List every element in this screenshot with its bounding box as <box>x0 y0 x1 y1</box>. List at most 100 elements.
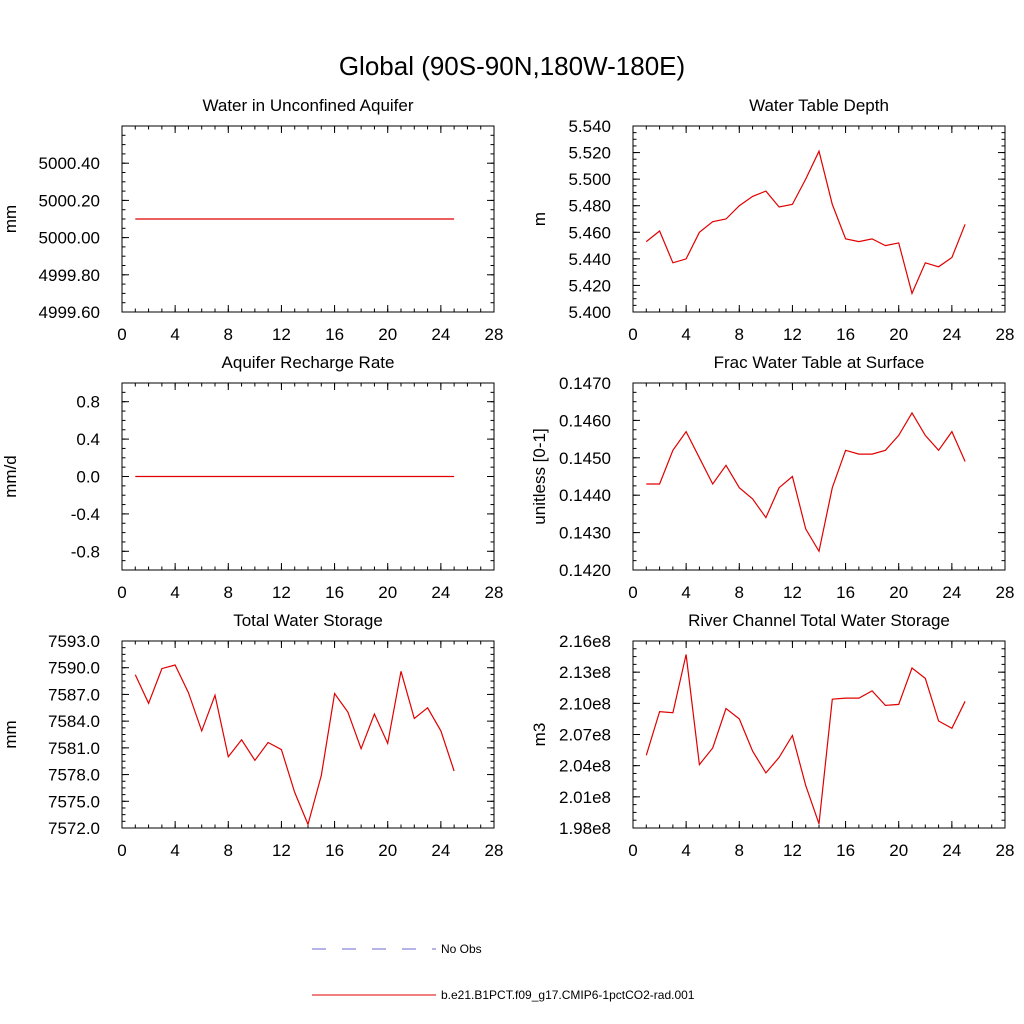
x-tick-label: 28 <box>485 583 504 602</box>
legend: No Obs b.e21.B1PCT.f09_g17.CMIP6-1pctCO2… <box>312 942 695 1002</box>
y-tick-label: 1.98e8 <box>559 819 611 838</box>
panel-title: Water Table Depth <box>749 96 889 115</box>
y-tick-label: 5.420 <box>568 276 611 295</box>
panel-title: River Channel Total Water Storage <box>688 611 950 630</box>
x-tick-label: 16 <box>836 841 855 860</box>
x-tick-label: 28 <box>996 841 1015 860</box>
x-tick-label: 24 <box>431 841 450 860</box>
y-tick-label: 7587.0 <box>48 685 100 704</box>
legend-item-model-run: b.e21.B1PCT.f09_g17.CMIP6-1pctCO2-rad.00… <box>312 988 695 1002</box>
chart-panel-5: Total Water Storage mm 0 4 8 12 16 20 24 28 7572.0… <box>1 611 503 860</box>
x-tick-label: 8 <box>735 325 744 344</box>
x-tick-label: 24 <box>942 841 961 860</box>
y-axis-label: m <box>530 212 549 226</box>
x-tick-label: 12 <box>783 325 802 344</box>
chart-panel-2: Water Table Depth m 0 4 8 12 16 20 24 28 5.400 5.42… <box>530 96 1014 344</box>
x-tick-label: 4 <box>681 583 690 602</box>
y-tick-label: -0.4 <box>71 505 100 524</box>
x-tick-label: 28 <box>485 841 504 860</box>
chart-panel-3: Aquifer Recharge Rate mm/d 0 4 8 12 16 20 24 28 -0… <box>1 353 503 602</box>
x-tick-label: 16 <box>325 325 344 344</box>
panel-title: Frac Water Table at Surface <box>714 353 925 372</box>
y-tick-label: 0.8 <box>76 393 100 412</box>
chart-panels: Water in Unconfined Aquifer mm 0 4 8 12 16 20 24… <box>1 96 1014 860</box>
y-tick-label: 0.1420 <box>559 561 611 580</box>
y-tick-label: 7575.0 <box>48 792 100 811</box>
x-tick-label: 12 <box>272 841 291 860</box>
y-tick-label: 7593.0 <box>48 632 100 651</box>
y-tick-label: 5.400 <box>568 303 611 322</box>
y-axis-label: unitless [0-1] <box>530 428 549 524</box>
x-tick-label: 20 <box>889 841 908 860</box>
x-tick-label: 4 <box>681 325 690 344</box>
legend-item-no-obs: No Obs <box>312 942 482 956</box>
x-tick-label: 4 <box>681 841 690 860</box>
y-tick-label: 2.10e8 <box>559 694 611 713</box>
legend-label-model-run: b.e21.B1PCT.f09_g17.CMIP6-1pctCO2-rad.00… <box>441 988 695 1002</box>
x-tick-label: 4 <box>170 583 179 602</box>
x-tick-label: 24 <box>431 583 450 602</box>
x-tick-label: 16 <box>325 583 344 602</box>
panel-title: Aquifer Recharge Rate <box>222 353 395 372</box>
y-tick-label: 7590.0 <box>48 659 100 678</box>
y-tick-label: 5.520 <box>568 144 611 163</box>
x-tick-label: 12 <box>783 583 802 602</box>
y-tick-label: 0.4 <box>76 430 100 449</box>
y-tick-label: 2.13e8 <box>559 663 611 682</box>
y-tick-label: 5000.20 <box>39 191 100 210</box>
series-line-1 <box>645 149 966 296</box>
x-tick-label: 20 <box>889 325 908 344</box>
y-axis-label: m3 <box>530 723 549 747</box>
chart-panel-1: Water in Unconfined Aquifer mm 0 4 8 12 16 20 24… <box>1 96 503 344</box>
y-tick-label: 4999.60 <box>39 303 100 322</box>
x-tick-label: 0 <box>117 583 126 602</box>
x-tick-label: 16 <box>325 841 344 860</box>
x-tick-label: 24 <box>431 325 450 344</box>
figure-title: Global (90S-90N,180W-180E) <box>339 51 685 81</box>
x-tick-label: 12 <box>272 325 291 344</box>
y-axis-label: mm/d <box>1 455 20 498</box>
x-tick-label: 0 <box>117 841 126 860</box>
y-tick-label: 0.1460 <box>559 411 611 430</box>
y-tick-label: 5000.40 <box>39 154 100 173</box>
x-tick-label: 8 <box>735 583 744 602</box>
x-tick-label: 24 <box>942 325 961 344</box>
x-tick-label: 0 <box>117 325 126 344</box>
panel-title: Total Water Storage <box>233 611 383 630</box>
x-tick-label: 20 <box>889 583 908 602</box>
x-tick-label: 8 <box>224 841 233 860</box>
y-tick-label: 5.460 <box>568 223 611 242</box>
y-tick-label: -0.8 <box>71 542 100 561</box>
x-tick-label: 8 <box>735 841 744 860</box>
y-tick-label: 0.1440 <box>559 486 611 505</box>
x-tick-label: 28 <box>996 325 1015 344</box>
x-tick-label: 28 <box>996 583 1015 602</box>
y-tick-label: 7572.0 <box>48 819 100 838</box>
y-tick-label: 5.500 <box>568 170 611 189</box>
y-tick-label: 5.480 <box>568 197 611 216</box>
x-tick-label: 0 <box>628 583 637 602</box>
chart-panel-4: Frac Water Table at Surface unitless [0-1… <box>530 353 1014 602</box>
x-tick-label: 16 <box>836 325 855 344</box>
x-tick-label: 28 <box>485 325 504 344</box>
y-tick-label: 7581.0 <box>48 739 100 758</box>
y-tick-label: 2.16e8 <box>559 632 611 651</box>
y-axis-label: mm <box>1 205 20 233</box>
x-tick-label: 4 <box>170 841 179 860</box>
x-tick-label: 20 <box>378 841 397 860</box>
y-tick-label: 7584.0 <box>48 712 100 731</box>
y-tick-label: 5000.00 <box>39 229 100 248</box>
y-tick-label: 5.540 <box>568 117 611 136</box>
y-tick-label: 2.01e8 <box>559 788 611 807</box>
x-tick-label: 0 <box>628 325 637 344</box>
y-tick-label: 0.1470 <box>559 374 611 393</box>
y-tick-label: 5.440 <box>568 250 611 269</box>
series-line-1 <box>646 411 966 553</box>
x-tick-label: 20 <box>378 583 397 602</box>
series-line-1 <box>645 654 966 824</box>
x-tick-label: 4 <box>170 325 179 344</box>
x-tick-label: 8 <box>224 583 233 602</box>
y-tick-label: 4999.80 <box>39 266 100 285</box>
panel-title: Water in Unconfined Aquifer <box>202 96 413 115</box>
